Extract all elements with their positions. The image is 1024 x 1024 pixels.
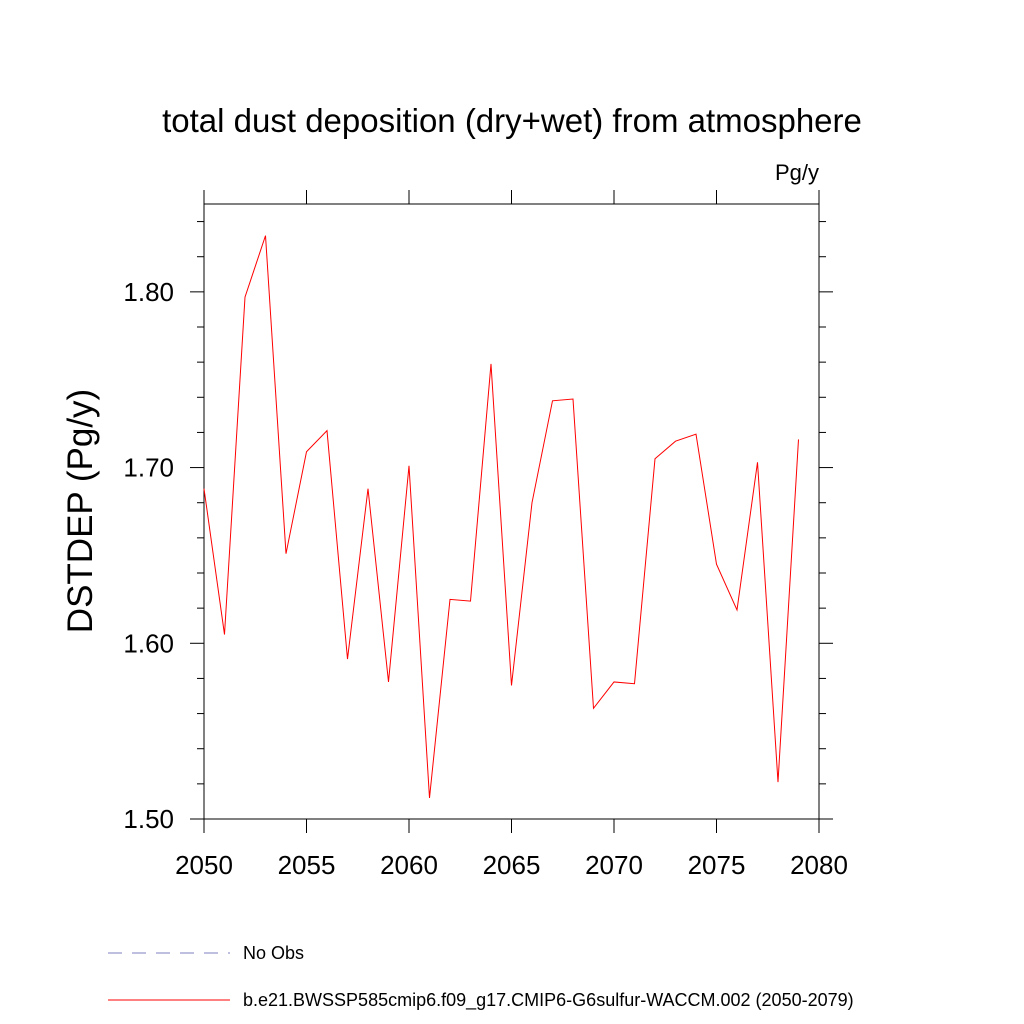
y-tick-label: 1.50 — [123, 804, 174, 834]
x-tick-label: 2055 — [278, 850, 336, 880]
y-tick-label: 1.70 — [123, 453, 174, 483]
y-tick-label: 1.80 — [123, 277, 174, 307]
x-tick-label: 2075 — [688, 850, 746, 880]
units-label: Pg/y — [775, 160, 819, 185]
legend-label-model-run: b.e21.BWSSP585cmip6.f09_g17.CMIP6-G6sulf… — [243, 990, 854, 1011]
legend-label-no-obs: No Obs — [243, 943, 304, 963]
x-tick-label: 2070 — [585, 850, 643, 880]
x-tick-label: 2080 — [790, 850, 848, 880]
y-tick-label: 1.60 — [123, 628, 174, 658]
series-line — [203, 235, 799, 798]
series-lines — [203, 235, 799, 798]
chart-title: total dust deposition (dry+wet) from atm… — [162, 102, 862, 139]
plot-frame — [203, 203, 820, 820]
x-tick-label: 2060 — [380, 850, 438, 880]
x-tick-label: 2065 — [483, 850, 541, 880]
axis-ticks — [190, 190, 833, 833]
y-axis-label: DSTDEP (Pg/y) — [61, 389, 100, 633]
legend: No Obs b.e21.BWSSP585cmip6.f09_g17.CMIP6… — [108, 943, 854, 1011]
x-tick-labels: 2050 2055 2060 2065 2070 2075 2080 — [175, 850, 848, 880]
y-tick-labels: 1.50 1.60 1.70 1.80 — [123, 277, 174, 834]
x-tick-label: 2050 — [175, 850, 233, 880]
